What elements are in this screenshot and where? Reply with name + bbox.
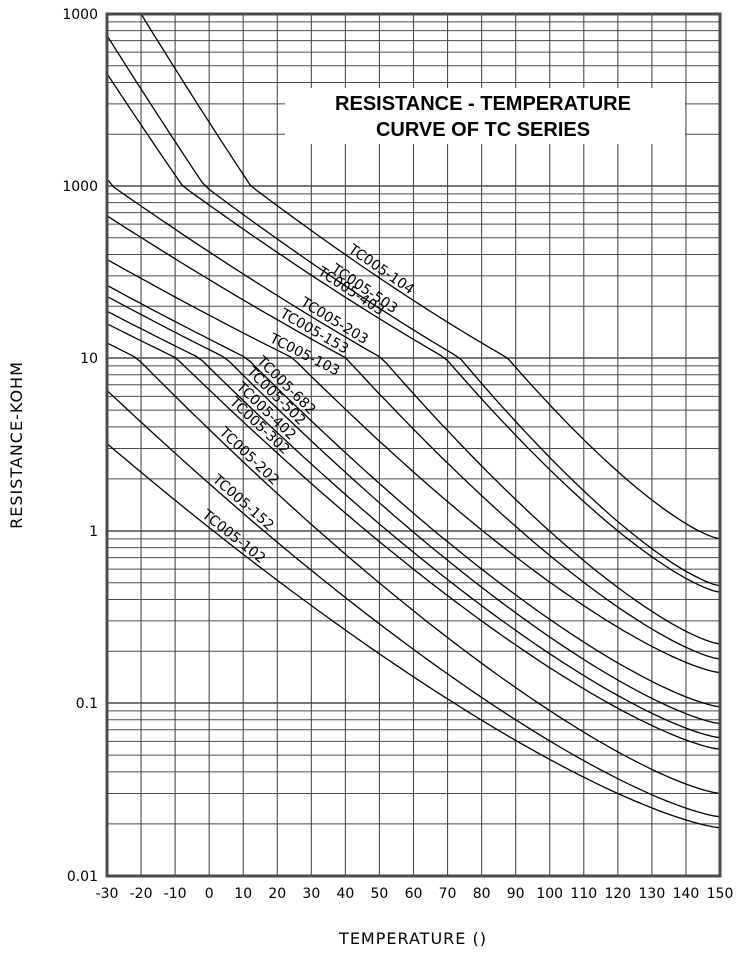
x-tick-label: 10 xyxy=(234,886,252,902)
curve-tc005-682 xyxy=(107,284,720,708)
x-tick-label: 130 xyxy=(639,886,666,902)
y-tick-label: 1000 xyxy=(62,179,98,195)
curve-tc005-203 xyxy=(107,178,720,645)
y-axis-title: RESISTANCE-KOHM xyxy=(7,361,26,529)
y-tick-label: 0.01 xyxy=(67,869,98,885)
x-tick-label: 150 xyxy=(707,886,734,902)
y-tick-label: 1000 xyxy=(62,7,98,23)
x-axis-title: TEMPERATURE () xyxy=(338,929,487,948)
x-tick-label: 30 xyxy=(302,886,320,902)
x-tick-label: 100 xyxy=(536,886,563,902)
curve-tc005-102 xyxy=(107,443,720,829)
curve-tc005-402 xyxy=(107,310,720,739)
x-tick-label: 20 xyxy=(268,886,286,902)
curves xyxy=(107,14,720,829)
curve-labels: TC005-104TC005-503TC005-403TC005-203TC00… xyxy=(198,241,417,567)
x-tick-label: -10 xyxy=(164,886,187,902)
x-tick-label: -30 xyxy=(96,886,119,902)
x-tick-label: -20 xyxy=(130,886,153,902)
x-tick-label: 110 xyxy=(570,886,597,902)
x-tick-label: 40 xyxy=(336,886,354,902)
plot-frame xyxy=(105,12,722,878)
chart-title: RESISTANCE - TEMPERATURE xyxy=(335,93,631,115)
x-tick-label: 120 xyxy=(604,886,631,902)
x-tick-label: 80 xyxy=(473,886,491,902)
curve-tc005-502 xyxy=(107,295,720,725)
y-tick-labels: 1000 1000 10 1 0.1 0.01 xyxy=(62,7,98,885)
curve-tc005-104 xyxy=(140,14,720,540)
y-tick-label: 10 xyxy=(80,351,98,367)
curve-tc005-202 xyxy=(107,342,720,795)
x-tick-label: 140 xyxy=(673,886,700,902)
y-tick-label: 0.1 xyxy=(76,696,98,712)
x-tick-label: 50 xyxy=(371,886,389,902)
curve-tc005-403 xyxy=(107,73,720,593)
curve-tc005-302 xyxy=(107,323,720,750)
curve-tc005-103 xyxy=(107,258,720,674)
x-tick-label: 0 xyxy=(205,886,214,902)
curve-tc005-503 xyxy=(107,35,720,587)
x-tick-label: 70 xyxy=(439,886,457,902)
x-tick-labels: -30 -20 -10 0 10 20 30 40 50 60 70 80 90 100 110 120 130… xyxy=(96,886,734,902)
x-tick-label: 60 xyxy=(405,886,423,902)
curve-tc005-153 xyxy=(107,215,720,660)
title-backdrop xyxy=(285,88,685,144)
y-tick-label: 1 xyxy=(89,524,98,540)
chart-subtitle: CURVE OF TC SERIES xyxy=(376,119,590,141)
x-tick-label: 90 xyxy=(507,886,525,902)
curve-tc005-152 xyxy=(107,389,720,818)
